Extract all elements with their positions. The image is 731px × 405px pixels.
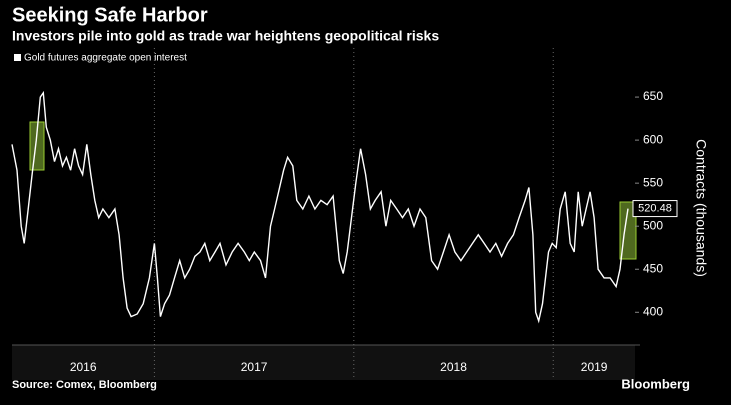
x-tick-label: 2017 — [241, 360, 268, 374]
source: Source: Comex, Bloomberg — [12, 379, 157, 391]
y-axis-label: Contracts (thousands) — [693, 139, 709, 277]
chart-title: Seeking Safe Harbor — [12, 4, 208, 26]
last-value-box — [632, 200, 678, 218]
x-tick-label: 2016 — [70, 360, 97, 374]
highlight-box — [619, 201, 637, 260]
series-line — [11, 90, 629, 324]
legend-label: Gold futures aggregate open interest — [24, 53, 187, 64]
x-tick-label: 2018 — [440, 360, 467, 374]
last-value-label: 520.48 — [638, 202, 672, 214]
legend-swatch — [14, 54, 21, 61]
y-tick-label: 600 — [643, 132, 663, 146]
y-tick-label: 450 — [643, 261, 663, 275]
y-tick-label: 400 — [643, 304, 663, 318]
y-tick-label: 550 — [643, 175, 663, 189]
chart-subtitle: Investors pile into gold as trade war he… — [12, 28, 439, 44]
brand: Bloomberg — [621, 376, 690, 391]
x-tick-label: 2019 — [581, 360, 608, 374]
y-tick-label: 500 — [643, 218, 663, 232]
x-axis-band — [12, 345, 635, 380]
y-tick-label: 650 — [643, 89, 663, 103]
